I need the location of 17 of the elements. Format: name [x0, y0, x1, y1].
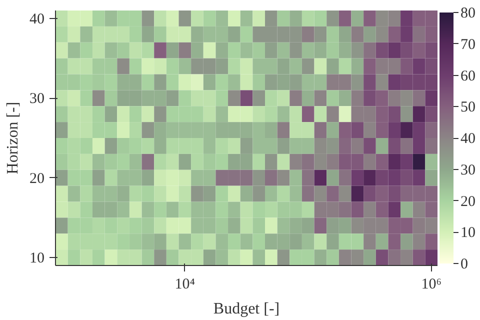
x-axis-title: Budget [-] — [213, 300, 280, 318]
color-bar-label: 70 — [460, 36, 476, 53]
color-bar-label: 20 — [460, 194, 476, 210]
color-bar-label: 50 — [460, 100, 476, 116]
x-tick-label: 10⁶ — [421, 276, 442, 292]
y-tick-label: 40 — [30, 11, 44, 28]
color-bar-label: 60 — [460, 68, 476, 84]
color-bar-label: 40 — [460, 131, 476, 147]
y-tick-label: 20 — [30, 170, 44, 187]
y-tick-label: 30 — [30, 91, 44, 108]
y-axis-title: Horizon [-] — [4, 102, 22, 174]
x-tick-label: 10⁴ — [174, 276, 196, 292]
y-tick-label: 10 — [30, 250, 44, 267]
color-bar-label: 30 — [460, 162, 476, 178]
color-bar-label: 10 — [460, 225, 476, 242]
color-bar-label: 0 — [460, 256, 468, 272]
color-bar-label: 80 — [460, 6, 476, 22]
